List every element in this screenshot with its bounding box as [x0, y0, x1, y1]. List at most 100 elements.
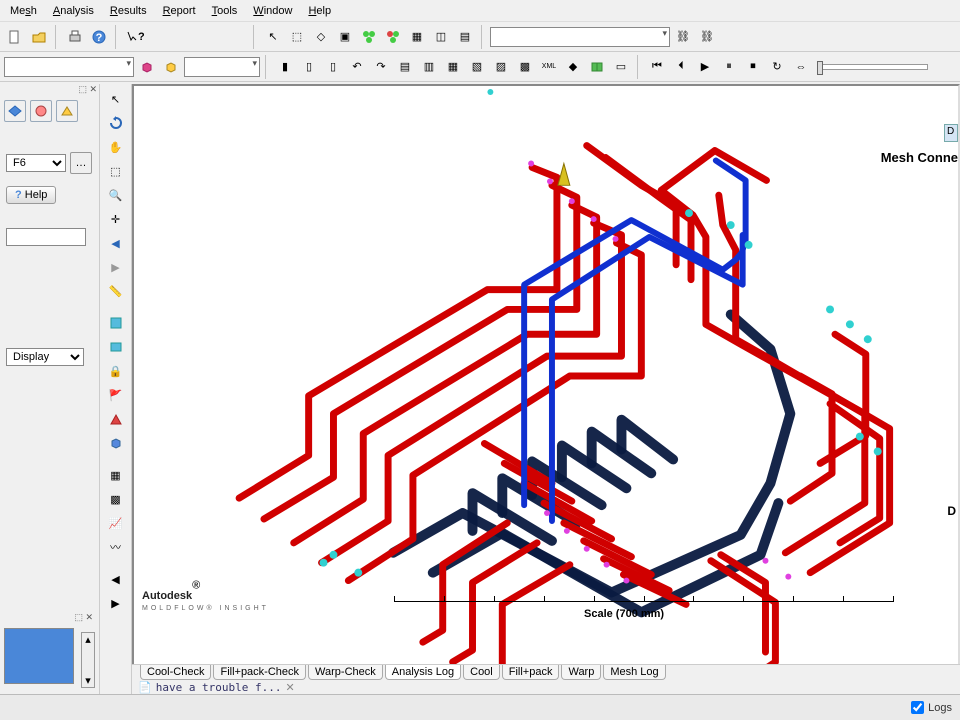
- cube-view-icon[interactable]: [105, 432, 127, 454]
- mesh-red-icon[interactable]: [382, 26, 404, 48]
- mesh-tool-1-icon[interactable]: [4, 100, 26, 122]
- undo-icon[interactable]: ↶: [346, 56, 368, 78]
- tab-cool-check[interactable]: Cool-Check: [140, 665, 211, 680]
- tb-k-icon[interactable]: ▭: [610, 56, 632, 78]
- viewport-3d[interactable]: Autodesk® MOLDFLOW® INSIGHT Scale (700 m…: [132, 84, 960, 666]
- menu-analysis[interactable]: Analysis: [45, 2, 102, 20]
- tb-i-icon[interactable]: ▩: [514, 56, 536, 78]
- print-icon[interactable]: [64, 26, 86, 48]
- forward-icon[interactable]: ▶: [105, 256, 127, 278]
- tab-warp[interactable]: Warp: [561, 665, 601, 680]
- arrow-left-icon[interactable]: ◀: [105, 568, 127, 590]
- tab-cool[interactable]: Cool: [463, 665, 500, 680]
- legend-label: Mesh Conne: [881, 150, 958, 165]
- graph-icon[interactable]: 📈: [105, 512, 127, 534]
- help-button[interactable]: ? Help: [6, 186, 56, 204]
- zoom-window-icon[interactable]: ⬚: [105, 160, 127, 182]
- tb-e-icon[interactable]: ▥: [418, 56, 440, 78]
- view-dropdown[interactable]: [184, 57, 260, 77]
- f6-more-button[interactable]: …: [70, 152, 92, 174]
- menu-report[interactable]: Report: [155, 2, 204, 20]
- book-icon[interactable]: [586, 56, 608, 78]
- logs-toggle[interactable]: Logs: [911, 701, 952, 714]
- tb-d-icon[interactable]: ▤: [394, 56, 416, 78]
- xml-icon[interactable]: XML: [538, 56, 560, 78]
- mesh-green-icon[interactable]: [358, 26, 380, 48]
- legend-d2: D: [947, 504, 956, 518]
- back-icon[interactable]: ◀: [105, 232, 127, 254]
- tb-h-icon[interactable]: ▨: [490, 56, 512, 78]
- tb-a-icon[interactable]: ▮: [274, 56, 296, 78]
- lock-icon[interactable]: 🔒: [105, 360, 127, 382]
- anim-slider[interactable]: [818, 64, 928, 70]
- arrow-right-icon[interactable]: ▶: [105, 592, 127, 614]
- flag-icon[interactable]: 🚩: [105, 384, 127, 406]
- first-icon[interactable]: ⏮: [646, 56, 668, 78]
- region-icon[interactable]: ◫: [430, 26, 452, 48]
- panel-close-icon[interactable]: ⬚ ✕: [0, 84, 99, 96]
- panel-close-2-icon[interactable]: ⬚ ✕: [74, 612, 95, 624]
- tb-j-icon[interactable]: ◆: [562, 56, 584, 78]
- tb-g-icon[interactable]: ▧: [466, 56, 488, 78]
- mesh-tool-3-icon[interactable]: [56, 100, 78, 122]
- tab-warp-check[interactable]: Warp-Check: [308, 665, 383, 680]
- expand-icon[interactable]: ⇔: [790, 56, 812, 78]
- filter-input[interactable]: [6, 228, 86, 246]
- wireframe-icon[interactable]: ▦: [105, 464, 127, 486]
- menu-tools[interactable]: Tools: [204, 2, 246, 20]
- tab-mesh-log[interactable]: Mesh Log: [603, 665, 665, 680]
- doc-name[interactable]: have a trouble f...: [156, 681, 282, 694]
- stop-icon[interactable]: ⏹: [742, 56, 764, 78]
- ruler-icon[interactable]: 📏: [105, 280, 127, 302]
- menu-results[interactable]: Results: [102, 2, 155, 20]
- document-bar: 📄 have a trouble f... ✕: [132, 680, 960, 694]
- play-icon[interactable]: ▶: [694, 56, 716, 78]
- prev-icon[interactable]: ⏴: [670, 56, 692, 78]
- menu-mesh[interactable]: Mesh: [2, 2, 45, 20]
- open-icon[interactable]: [28, 26, 50, 48]
- doc-close-icon[interactable]: ✕: [286, 681, 295, 694]
- cube-icon[interactable]: [136, 56, 158, 78]
- unlink-icon[interactable]: ⛓: [696, 26, 718, 48]
- f6-select[interactable]: F6: [6, 154, 66, 172]
- select-icon[interactable]: ↖: [262, 26, 284, 48]
- whatsthis-icon[interactable]: ?: [124, 26, 146, 48]
- link-icon[interactable]: ⛓: [672, 26, 694, 48]
- zoom-icon[interactable]: 🔍: [105, 184, 127, 206]
- preview-scroll[interactable]: ▴▾: [81, 632, 95, 688]
- tab-analysis-log[interactable]: Analysis Log: [385, 665, 461, 680]
- view-top-icon[interactable]: [105, 312, 127, 334]
- layer-icon[interactable]: ▦: [406, 26, 428, 48]
- rotate-icon[interactable]: [105, 112, 127, 134]
- menu-window[interactable]: Window: [245, 2, 300, 20]
- tb-f-icon[interactable]: ▦: [442, 56, 464, 78]
- pause-icon[interactable]: ⏸: [718, 56, 740, 78]
- tb-b-icon[interactable]: ▯: [298, 56, 320, 78]
- center-icon[interactable]: ✛: [105, 208, 127, 230]
- layer-dropdown[interactable]: [4, 57, 134, 77]
- svg-text:?: ?: [138, 31, 144, 43]
- loop-icon[interactable]: ↻: [766, 56, 788, 78]
- pointer-icon[interactable]: ↖: [105, 88, 127, 110]
- menu-help[interactable]: Help: [300, 2, 339, 20]
- shaded-icon[interactable]: ▩: [105, 488, 127, 510]
- new-icon[interactable]: [4, 26, 26, 48]
- pan-icon[interactable]: ✋: [105, 136, 127, 158]
- tab-fill-pack-check[interactable]: Fill+pack-Check: [213, 665, 306, 680]
- help-icon[interactable]: ?: [88, 26, 110, 48]
- profile-icon[interactable]: ▤: [454, 26, 476, 48]
- side-panel: ⬚ ✕ F6 … ? Help Display ⬚ ✕ ▴▾: [0, 84, 100, 694]
- select-poly-icon[interactable]: ◇: [310, 26, 332, 48]
- display-select[interactable]: Display: [6, 348, 84, 366]
- mesh-tool-2-icon[interactable]: [30, 100, 52, 122]
- view-front-icon[interactable]: [105, 336, 127, 358]
- curve-icon[interactable]: 〰: [105, 536, 127, 558]
- tb-c-icon[interactable]: ▯: [322, 56, 344, 78]
- entity-dropdown[interactable]: [490, 27, 670, 47]
- tri-icon[interactable]: [105, 408, 127, 430]
- redo-icon[interactable]: ↷: [370, 56, 392, 78]
- tab-fill-pack[interactable]: Fill+pack: [502, 665, 560, 680]
- select-window-icon[interactable]: ▣: [334, 26, 356, 48]
- cube2-icon[interactable]: [160, 56, 182, 78]
- select-rect-icon[interactable]: ⬚: [286, 26, 308, 48]
